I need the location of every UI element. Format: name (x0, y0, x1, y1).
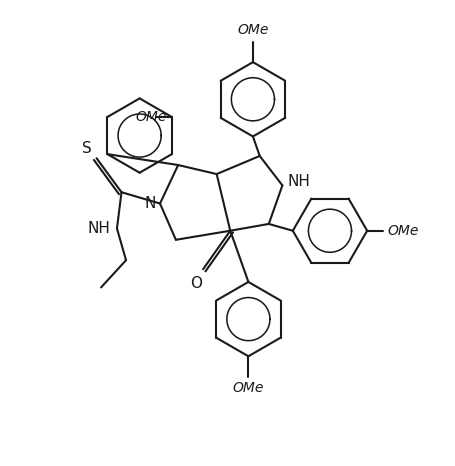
Text: NH: NH (87, 221, 110, 236)
Text: OMe: OMe (135, 110, 166, 124)
Text: N: N (144, 196, 155, 211)
Text: S: S (82, 141, 92, 156)
Text: OMe: OMe (387, 224, 418, 238)
Text: OMe: OMe (232, 381, 263, 395)
Text: O: O (190, 276, 202, 291)
Text: NH: NH (287, 174, 310, 189)
Text: OMe: OMe (237, 23, 268, 37)
